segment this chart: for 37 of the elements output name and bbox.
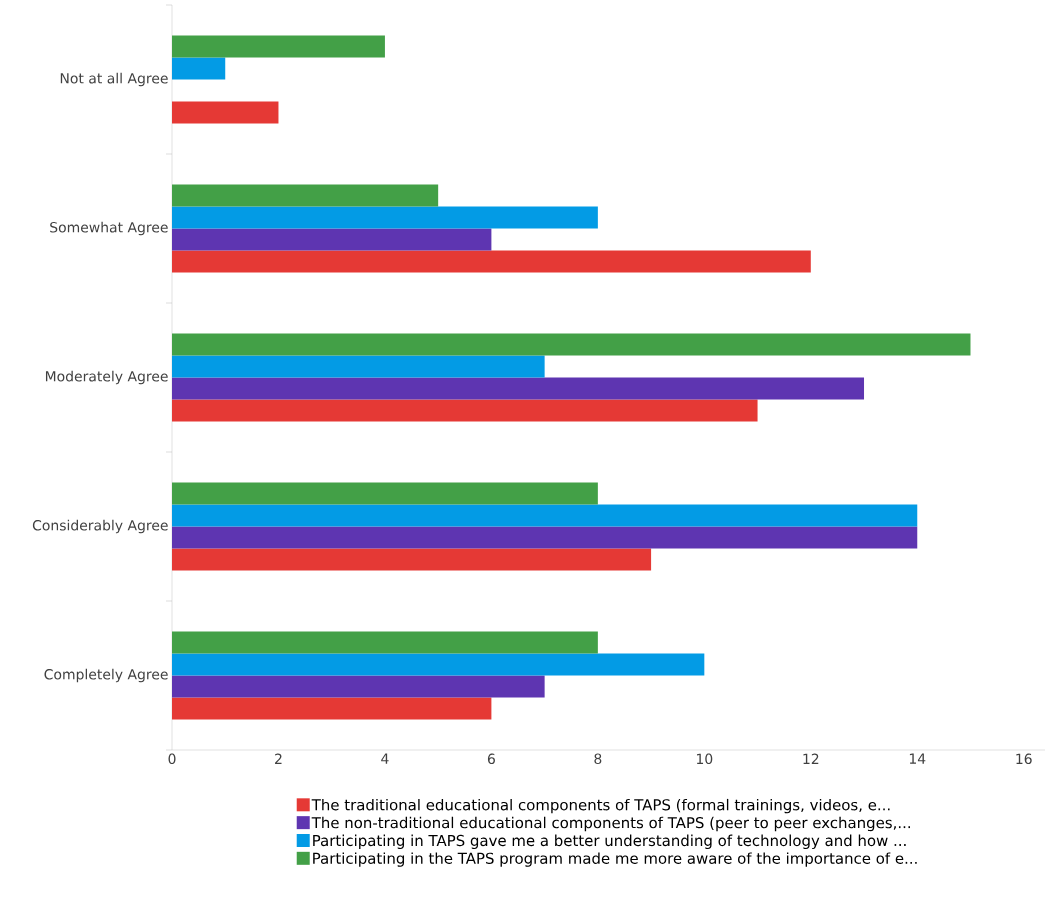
bar (172, 101, 279, 124)
bar (172, 355, 545, 378)
x-tick-label: 12 (803, 753, 819, 764)
x-tick-label: 16 (1016, 753, 1032, 765)
x-tick-label: 0 (168, 753, 176, 765)
legend-label: Participating in TAPS gave me a better understanding of technology and how ... (313, 834, 906, 850)
bar (172, 228, 492, 251)
x-tick-label: 8 (594, 753, 602, 765)
bar (172, 250, 811, 273)
x-tick-label: 10 (696, 753, 713, 765)
x-tick-label: 4 (381, 753, 389, 764)
bar (172, 206, 598, 229)
bar (172, 184, 439, 207)
bar (172, 526, 918, 549)
bar (172, 697, 492, 720)
x-tick-label: 6 (487, 753, 495, 765)
y-tick-label: Not at all Agree (60, 72, 168, 87)
legend-label: The non-traditional educational components of TAPS (peer to peer exchanges,... (311, 816, 910, 832)
bar (172, 675, 545, 698)
bar (172, 399, 758, 422)
x-tick-label: 14 (909, 753, 926, 764)
bar (172, 35, 385, 58)
x-tick-label: 2 (275, 753, 282, 764)
y-tick-label: Considerably Agree (32, 519, 168, 534)
bar (172, 653, 705, 676)
bar (172, 482, 598, 505)
bar (172, 504, 918, 527)
bar (172, 548, 652, 571)
y-tick-label: Somewhat Agree (50, 221, 168, 236)
y-tick-label: Moderately Agree (45, 370, 168, 385)
y-tick-label: Completely Agree (44, 668, 168, 683)
bar (172, 57, 226, 80)
legend-label: The traditional educational components of TAPS (formal trainings, videos, e... (311, 798, 890, 814)
bar (172, 333, 971, 356)
legend-label: Participating in the TAPS program made me more aware of the importance of e... (313, 852, 917, 867)
bar (172, 377, 865, 400)
bar (172, 631, 598, 654)
